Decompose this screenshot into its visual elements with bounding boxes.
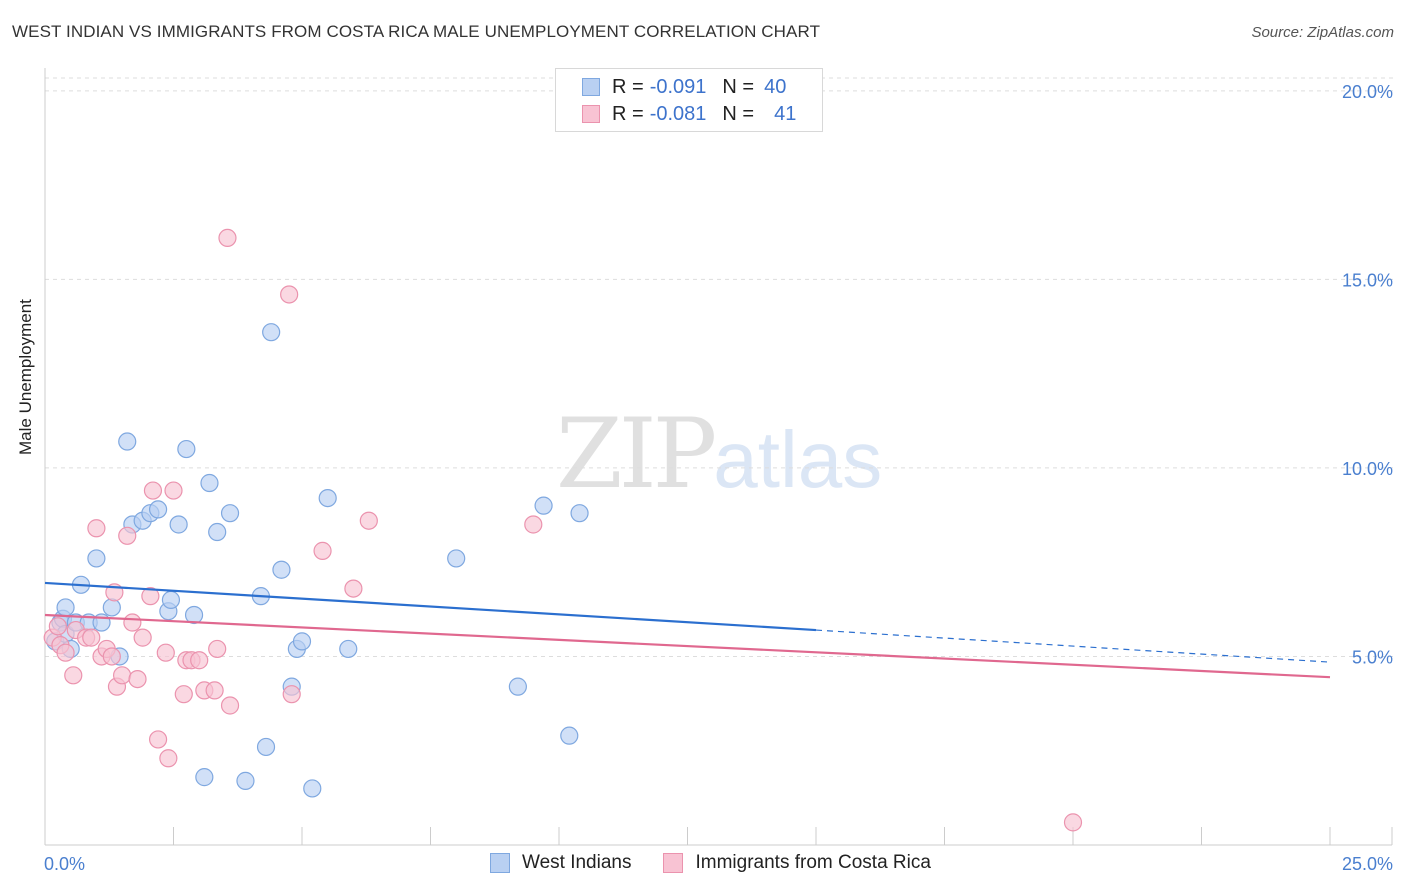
costa-rica-point xyxy=(118,526,137,545)
x-tick-label: 0.0% xyxy=(44,854,85,874)
west-indian-point xyxy=(508,677,527,696)
west-indian-point xyxy=(570,504,589,523)
costa-rica-trendline xyxy=(44,613,1331,679)
x-tick-label: 25.0% xyxy=(1342,854,1393,874)
west-indian-point xyxy=(303,779,322,798)
west-indian-point xyxy=(220,504,240,523)
legend-item-costa-rica[interactable]: Immigrants from Costa Rica xyxy=(663,852,931,874)
west-indian-point xyxy=(102,598,121,617)
west-indian-point xyxy=(208,522,227,542)
west-indian-trendline xyxy=(44,581,817,632)
legend-swatch-pink xyxy=(582,105,600,123)
costa-rica-point xyxy=(102,647,121,666)
costa-rica-point xyxy=(524,515,543,534)
legend-n-label: N = xyxy=(722,75,755,98)
legend-item-west-indians[interactable]: West Indians xyxy=(490,852,631,874)
costa-rica-point xyxy=(205,681,224,700)
costa-rica-point xyxy=(123,613,142,632)
y-tick-label: 5.0% xyxy=(1352,647,1393,667)
costa-rica-point xyxy=(82,628,101,647)
costa-rica-point xyxy=(112,666,132,685)
west-indian-point xyxy=(200,473,219,493)
west-indian-point xyxy=(534,496,553,515)
legend-r-value: -0.081 xyxy=(649,102,707,125)
series-legend: West Indians Immigrants from Costa Rica xyxy=(490,852,963,874)
costa-rica-point xyxy=(280,285,299,304)
y-tick-label: 15.0% xyxy=(1342,270,1393,290)
west-indian-trendline-extension xyxy=(815,629,1331,663)
west-indian-point xyxy=(236,771,255,790)
legend-row-costa-rica: R = -0.081 N = 41 xyxy=(582,102,796,126)
costa-rica-point xyxy=(133,628,152,647)
y-tick-label: 10.0% xyxy=(1342,459,1393,479)
west-indian-point xyxy=(56,598,75,617)
costa-rica-point xyxy=(48,617,67,636)
legend-label: Immigrants from Costa Rica xyxy=(695,852,931,873)
stats-legend: R = -0.091 N = 40 R = -0.081 N = 41 xyxy=(555,68,823,132)
costa-rica-point xyxy=(164,481,183,500)
watermark-zip: ZIP xyxy=(556,398,717,510)
legend-r-label: R = xyxy=(612,102,644,125)
chart-title: WEST INDIAN VS IMMIGRANTS FROM COSTA RIC… xyxy=(12,22,821,41)
watermark: ZIPatlas xyxy=(556,398,882,510)
legend-n-value: 41 xyxy=(774,102,797,125)
legend-row-west-indians: R = -0.091 N = 40 xyxy=(582,75,786,99)
legend-r-value: -0.091 xyxy=(649,75,707,98)
west-indian-point xyxy=(118,432,137,451)
west-indian-point xyxy=(272,560,291,579)
west-indian-point xyxy=(195,768,214,787)
costa-rica-point xyxy=(56,643,75,662)
west-indian-point xyxy=(169,515,188,534)
costa-rica-point xyxy=(313,541,332,560)
costa-rica-point xyxy=(220,696,240,715)
west-indian-point xyxy=(292,632,312,651)
costa-rica-point xyxy=(64,666,83,685)
watermark-atlas: atlas xyxy=(713,415,883,504)
costa-rica-point xyxy=(344,579,363,598)
costa-rica-point xyxy=(218,228,237,248)
west-indian-point xyxy=(262,323,281,342)
source-label: Source: ZipAtlas.com xyxy=(1251,24,1394,41)
costa-rica-point xyxy=(174,685,193,704)
costa-rica-point xyxy=(159,749,178,768)
west-indian-point xyxy=(177,439,196,459)
west-indian-point xyxy=(560,726,579,745)
costa-rica-point xyxy=(208,639,227,659)
costa-rica-point xyxy=(143,481,163,500)
costa-rica-point xyxy=(128,669,147,689)
costa-rica-point xyxy=(359,511,378,530)
legend-swatch-blue xyxy=(582,78,600,96)
west-indian-point xyxy=(318,488,337,508)
y-tick-label: 20.0% xyxy=(1342,82,1393,102)
west-indian-point xyxy=(256,737,276,757)
legend-r-label: R = xyxy=(612,75,644,98)
costa-rica-point xyxy=(1063,813,1083,832)
legend-swatch-blue xyxy=(490,853,510,873)
west-indian-point xyxy=(148,500,168,519)
costa-rica-point xyxy=(87,519,106,538)
costa-rica-point xyxy=(156,643,175,662)
costa-rica-point xyxy=(148,730,168,749)
west-indian-point xyxy=(184,605,204,625)
costa-rica-point xyxy=(190,651,209,670)
west-indian-point xyxy=(161,590,181,610)
legend-n-value: 40 xyxy=(764,75,787,98)
legend-label: West Indians xyxy=(522,852,632,873)
legend-n-label: N = xyxy=(722,102,755,125)
west-indian-point xyxy=(339,639,358,659)
costa-rica-point xyxy=(282,685,301,704)
legend-swatch-pink xyxy=(663,853,684,873)
west-indian-point xyxy=(447,549,466,568)
costa-rica-point xyxy=(141,587,160,606)
west-indian-point xyxy=(87,549,106,568)
